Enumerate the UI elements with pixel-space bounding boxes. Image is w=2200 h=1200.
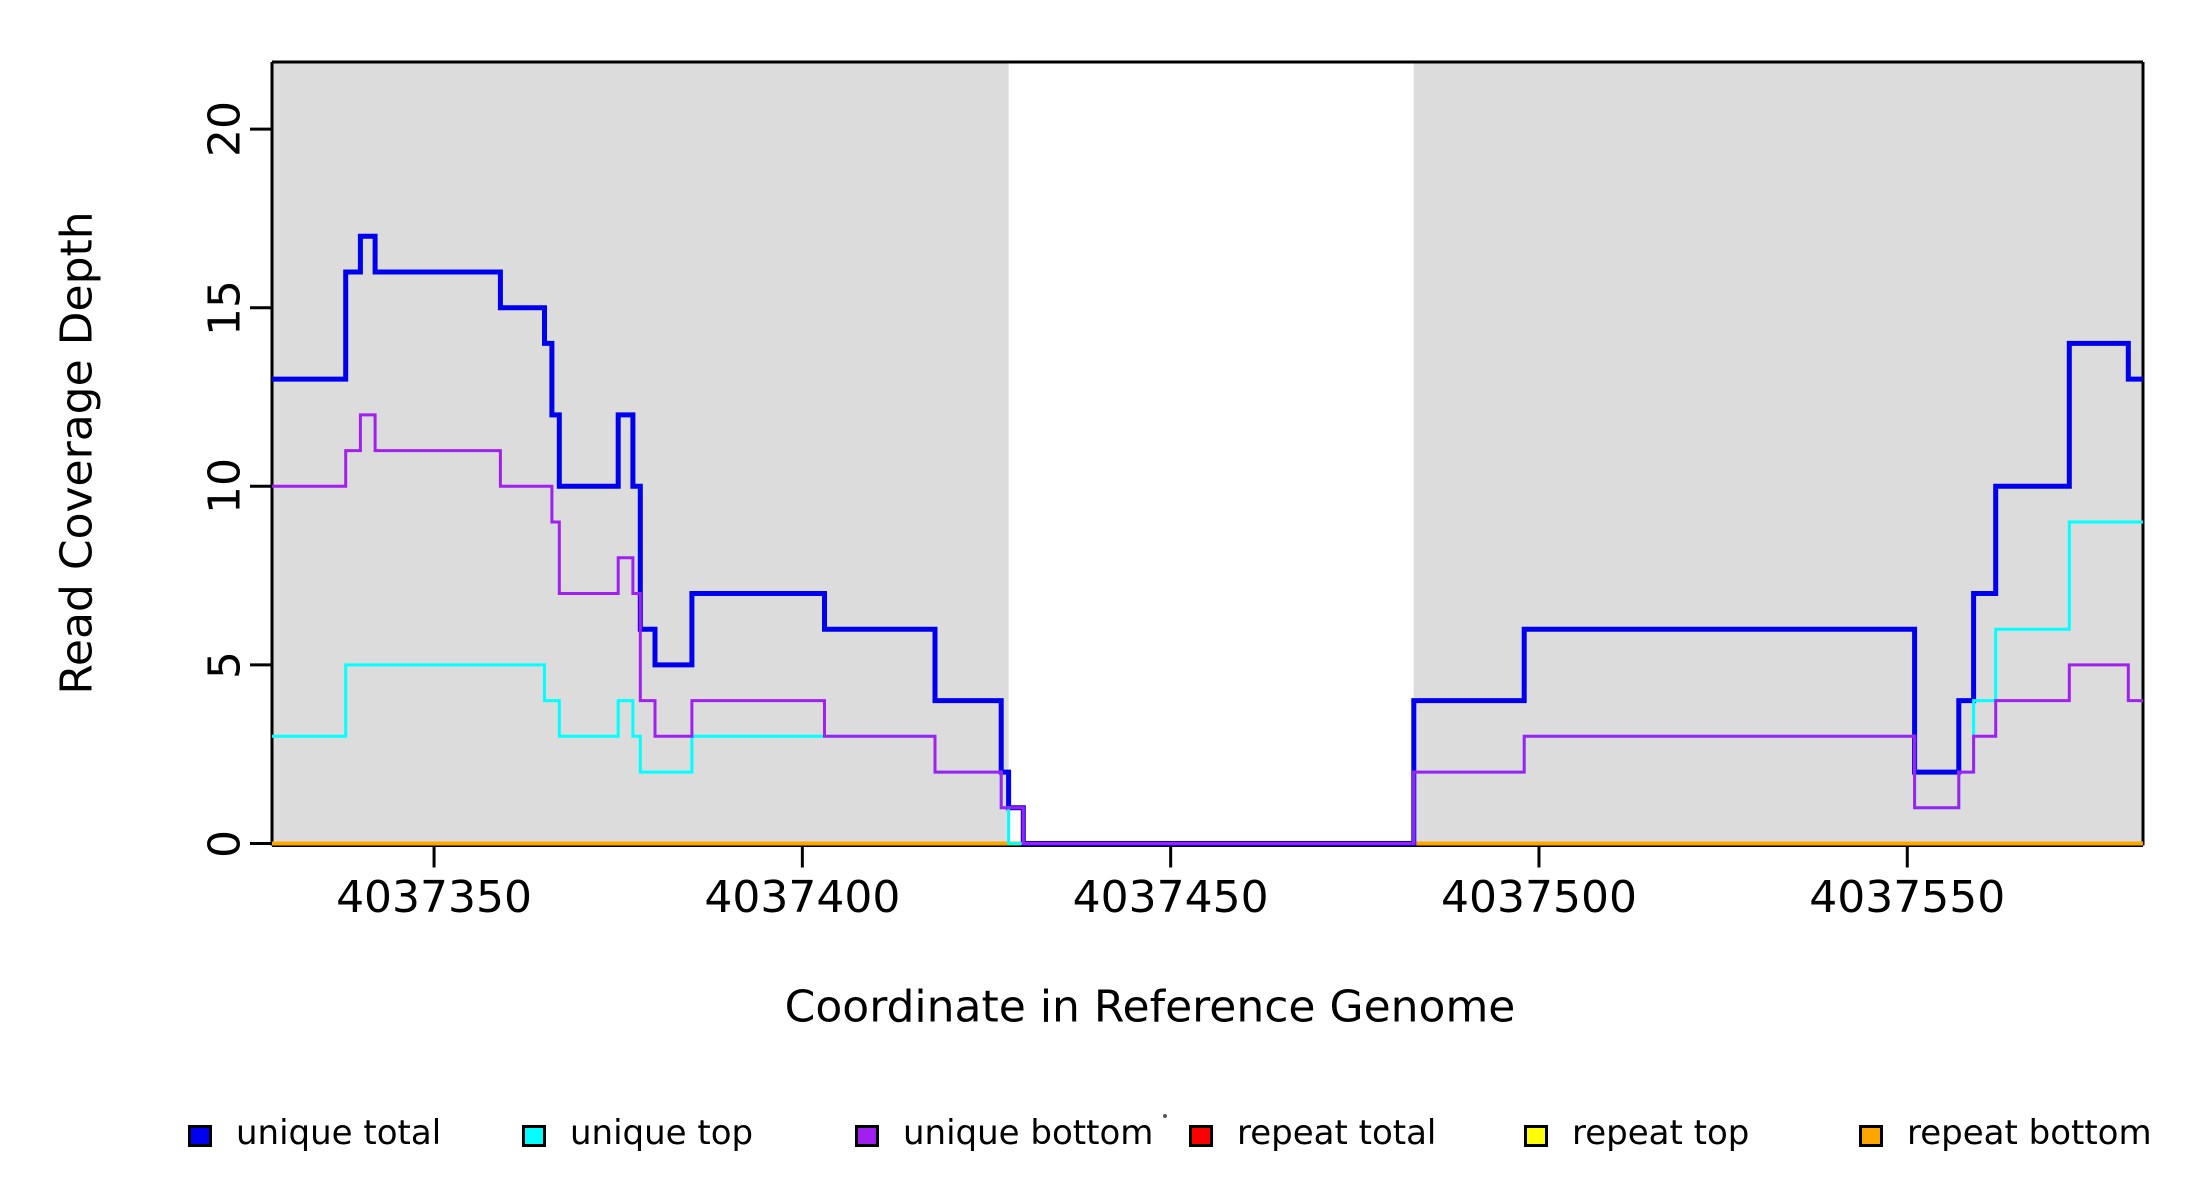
legend-item-repeat-total: repeat total [1189, 1110, 1436, 1156]
legend-label: repeat total [1237, 1113, 1437, 1153]
legend-swatch-repeat-total [1189, 1125, 1213, 1147]
legend-item-unique-top: unique top [522, 1110, 753, 1156]
y-tick-label-10: 10 [199, 458, 251, 515]
legend-swatch-unique-total [188, 1125, 212, 1147]
y-axis-title: Read Coverage Depth [51, 211, 103, 695]
series-line-unique-total [272, 233, 2143, 846]
legend-item-unique-total: unique total [188, 1110, 441, 1156]
stray-dot-artifact [1163, 1114, 1167, 1118]
y-tick-label-20: 20 [199, 101, 251, 158]
x-axis-title: Coordinate in Reference Genome [784, 981, 1516, 1033]
legend-swatch-unique-top [522, 1125, 546, 1147]
legend-swatch-repeat-top [1524, 1125, 1548, 1147]
legend-label: repeat bottom [1907, 1113, 2152, 1153]
x-tick-label-4037500: 4037500 [1440, 872, 1637, 923]
y-tick-label-5: 5 [199, 650, 251, 679]
shaded-region-1 [1413, 62, 2143, 846]
series-line-unique-bottom [272, 413, 2143, 845]
legend-label: repeat top [1572, 1113, 1750, 1153]
x-tick-label-4037350: 4037350 [336, 872, 533, 923]
shaded-region-0 [272, 62, 1009, 846]
y-tick-label-0: 0 [199, 829, 251, 858]
y-tick-label-15: 15 [199, 279, 251, 336]
legend-swatch-unique-bottom [855, 1125, 879, 1147]
x-tick-label-4037550: 4037550 [1809, 872, 2006, 923]
x-tick-label-4037400: 4037400 [704, 872, 901, 923]
legend-label: unique bottom [903, 1113, 1154, 1153]
legend-label: unique top [570, 1113, 754, 1153]
legend-label: unique total [236, 1113, 442, 1153]
legend-item-unique-bottom: unique bottom [855, 1110, 1153, 1156]
legend-swatch-repeat-bottom [1859, 1125, 1883, 1147]
x-tick-label-4037450: 4037450 [1072, 872, 1269, 923]
legend-item-repeat-bottom: repeat bottom [1859, 1110, 2152, 1156]
legend-item-repeat-top: repeat top [1524, 1110, 1749, 1156]
